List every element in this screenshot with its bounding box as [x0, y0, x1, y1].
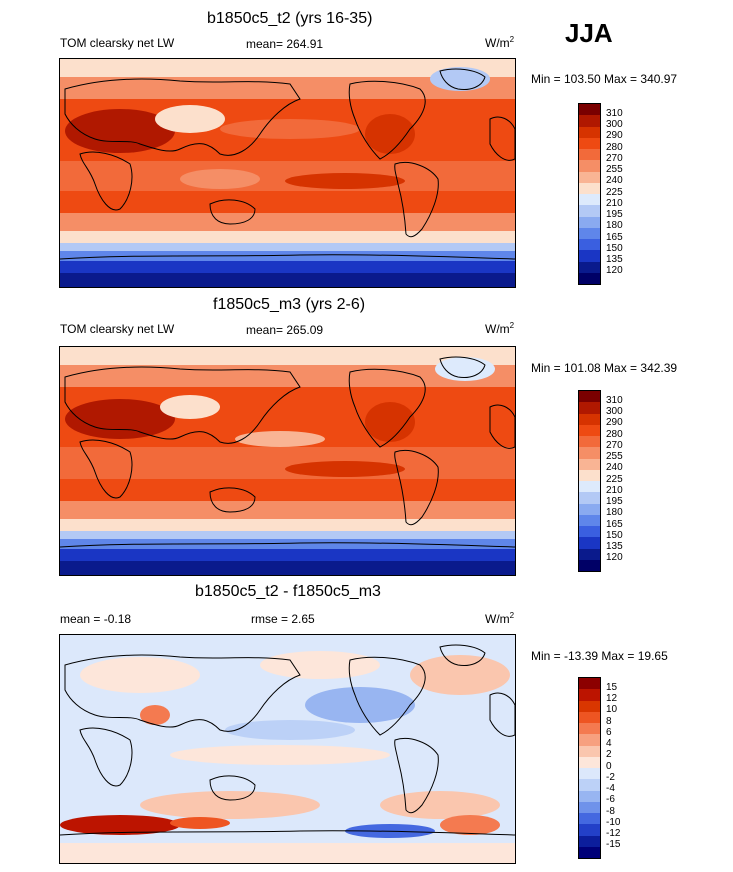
colorbar-tick-label: 0 [606, 761, 612, 772]
colorbar-tick-label: 270 [606, 440, 623, 451]
panel-1-mean: mean= 264.91 [246, 37, 324, 51]
panel-2-variable-label: TOM clearsky net LW [60, 322, 175, 336]
colorbar-tick-label: 12 [606, 693, 618, 704]
colorbar-tick-label: 6 [606, 727, 612, 738]
panel-2-map-svg [60, 347, 515, 575]
colorbar-tick-label: 135 [606, 541, 623, 552]
panel-2-title: f1850c5_m3 (yrs 2-6) [213, 296, 366, 313]
colorbar-tick-label: 210 [606, 485, 623, 496]
panel-1-colorbar [578, 103, 601, 285]
colorbar-tick-label: 180 [606, 507, 623, 518]
colorbar-tick-label: -10 [606, 817, 621, 828]
colorbar-tick-label: -6 [606, 794, 615, 805]
colorbar-tick-label: 2 [606, 749, 612, 760]
colorbar-tick-label: 225 [606, 474, 623, 485]
colorbar-tick-label: 300 [606, 119, 623, 130]
colorbar-tick-label: 10 [606, 704, 618, 715]
colorbar-tick-label: 225 [606, 187, 623, 198]
colorbar-tick-label: 195 [606, 496, 623, 507]
colorbar-tick-label: 165 [606, 232, 623, 243]
panel-3-rmse: rmse = 2.65 [251, 612, 315, 626]
colorbar-tick-label: 4 [606, 738, 612, 749]
panel-2-mean: mean= 265.09 [246, 323, 324, 337]
colorbar-tick-label: 15 [606, 682, 618, 693]
colorbar-tick-label: 120 [606, 265, 623, 276]
season-label: JJA [565, 18, 613, 48]
colorbar-tick-label: -8 [606, 806, 615, 817]
panel-3-colorbar [578, 677, 601, 859]
colorbar-tick-label: 270 [606, 153, 623, 164]
colorbar-tick-label: 135 [606, 254, 623, 265]
colorbar-tick-label: 290 [606, 130, 623, 141]
colorbar-tick-label: 195 [606, 209, 623, 220]
colorbar-tick-label: 150 [606, 530, 623, 541]
colorbar-tick-label: 290 [606, 417, 623, 428]
colorbar-tick-label: 310 [606, 108, 623, 119]
colorbar-tick-label: 120 [606, 552, 623, 563]
colorbar-tick-label: -15 [606, 839, 621, 850]
panel-1-minmax: Min = 103.50 Max = 340.97 [531, 72, 678, 86]
colorbar-tick-label: 240 [606, 175, 623, 186]
colorbar-tick-label: -12 [606, 828, 621, 839]
panel-2-colorbar [578, 390, 601, 572]
colorbar-tick-label: 280 [606, 142, 623, 153]
panel-1-title: b1850c5_t2 (yrs 16-35) [207, 10, 373, 27]
colorbar-tick-label: -2 [606, 772, 615, 783]
panel-3-title: b1850c5_t2 - f1850c5_m3 [195, 583, 381, 600]
colorbar-tick-label: 255 [606, 164, 623, 175]
colorbar-tick-label: -4 [606, 783, 615, 794]
panel-3-map [59, 634, 516, 864]
panel-1-map-svg [60, 59, 515, 287]
colorbar-tick-label: 280 [606, 429, 623, 440]
colorbar-tick-label: 150 [606, 243, 623, 254]
panel-3-mean: mean = -0.18 [60, 612, 132, 626]
panel-1-variable-label: TOM clearsky net LW [60, 36, 175, 50]
panel-1-map [59, 58, 516, 288]
colorbar-tick-label: 180 [606, 220, 623, 231]
panel-3-minmax: Min = -13.39 Max = 19.65 [531, 649, 668, 663]
colorbar-tick-label: 255 [606, 451, 623, 462]
panel-2-map [59, 346, 516, 576]
panel-2-units: W/m2 [485, 321, 515, 336]
colorbar-tick-label: 300 [606, 406, 623, 417]
colorbar-tick-label: 310 [606, 395, 623, 406]
colorbar-tick-label: 240 [606, 462, 623, 473]
panel-3-map-svg [60, 635, 515, 863]
panel-3-units: W/m2 [485, 611, 515, 626]
panel-1-units: W/m2 [485, 35, 515, 50]
panel-2-minmax: Min = 101.08 Max = 342.39 [531, 361, 678, 375]
colorbar-tick-label: 8 [606, 716, 612, 727]
colorbar-tick-label: 165 [606, 519, 623, 530]
colorbar-tick-label: 210 [606, 198, 623, 209]
